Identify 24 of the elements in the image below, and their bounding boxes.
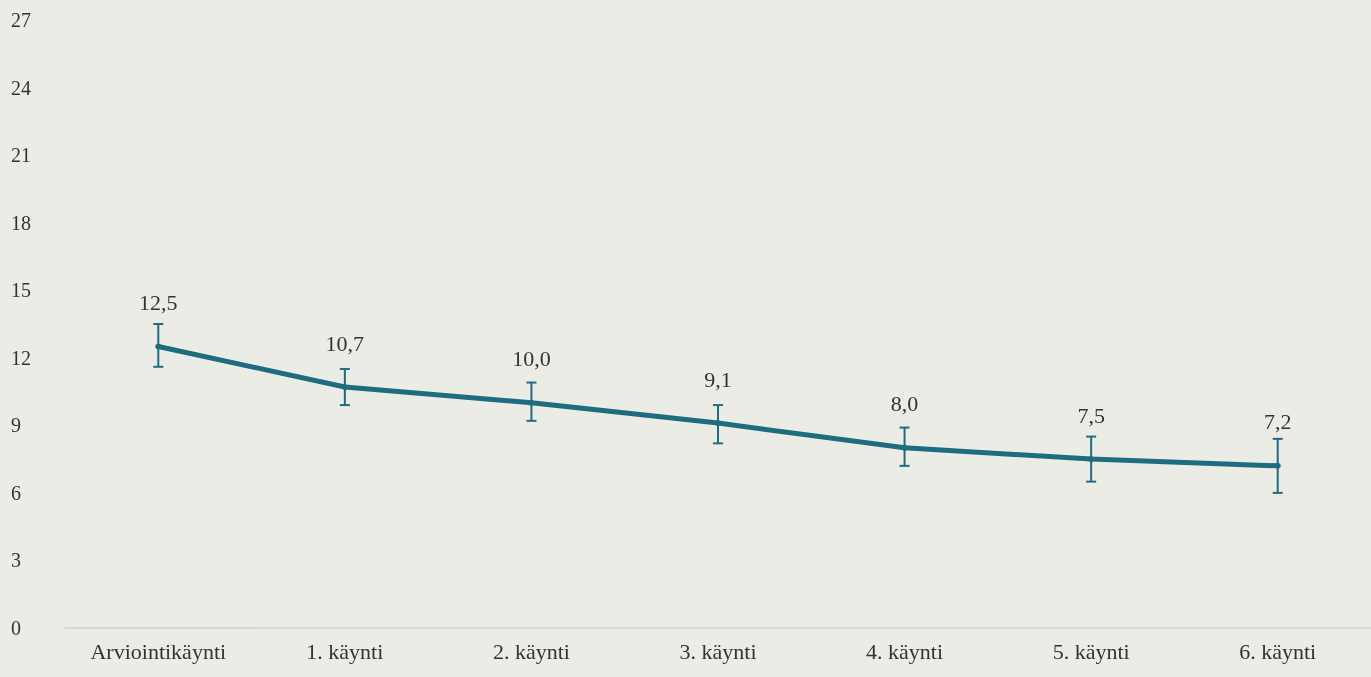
data-label: 12,5 xyxy=(139,290,178,316)
y-tick-label: 18 xyxy=(11,211,31,234)
y-tick-label: 6 xyxy=(11,481,21,504)
x-tick-label: 6. käynti xyxy=(1239,638,1317,664)
data-label: 8,0 xyxy=(890,391,919,417)
x-tick-label: 5. käynti xyxy=(1052,638,1130,664)
data-label: 7,5 xyxy=(1077,402,1105,428)
y-tick-label: 0 xyxy=(11,617,21,639)
y-tick-label: 12 xyxy=(11,346,31,369)
data-label: 10,7 xyxy=(325,330,365,356)
y-tick-label: 15 xyxy=(11,279,31,302)
x-tick-label: 2. käynti xyxy=(492,638,570,664)
y-tick-label: 21 xyxy=(11,144,31,167)
data-label: 7,2 xyxy=(1263,409,1292,435)
data-label: 9,1 xyxy=(704,366,732,392)
data-label: 10,0 xyxy=(512,346,551,372)
y-tick-label: 27 xyxy=(11,9,31,31)
x-tick-label: 4. käynti xyxy=(866,638,944,664)
x-tick-label: 3. käynti xyxy=(679,638,757,664)
x-tick-label: Arviointikäynti xyxy=(90,638,227,664)
y-tick-label: 9 xyxy=(11,414,21,437)
x-tick-label: 1. käynti xyxy=(306,638,384,664)
y-tick-label: 24 xyxy=(11,76,31,99)
y-tick-label: 3 xyxy=(11,549,21,572)
